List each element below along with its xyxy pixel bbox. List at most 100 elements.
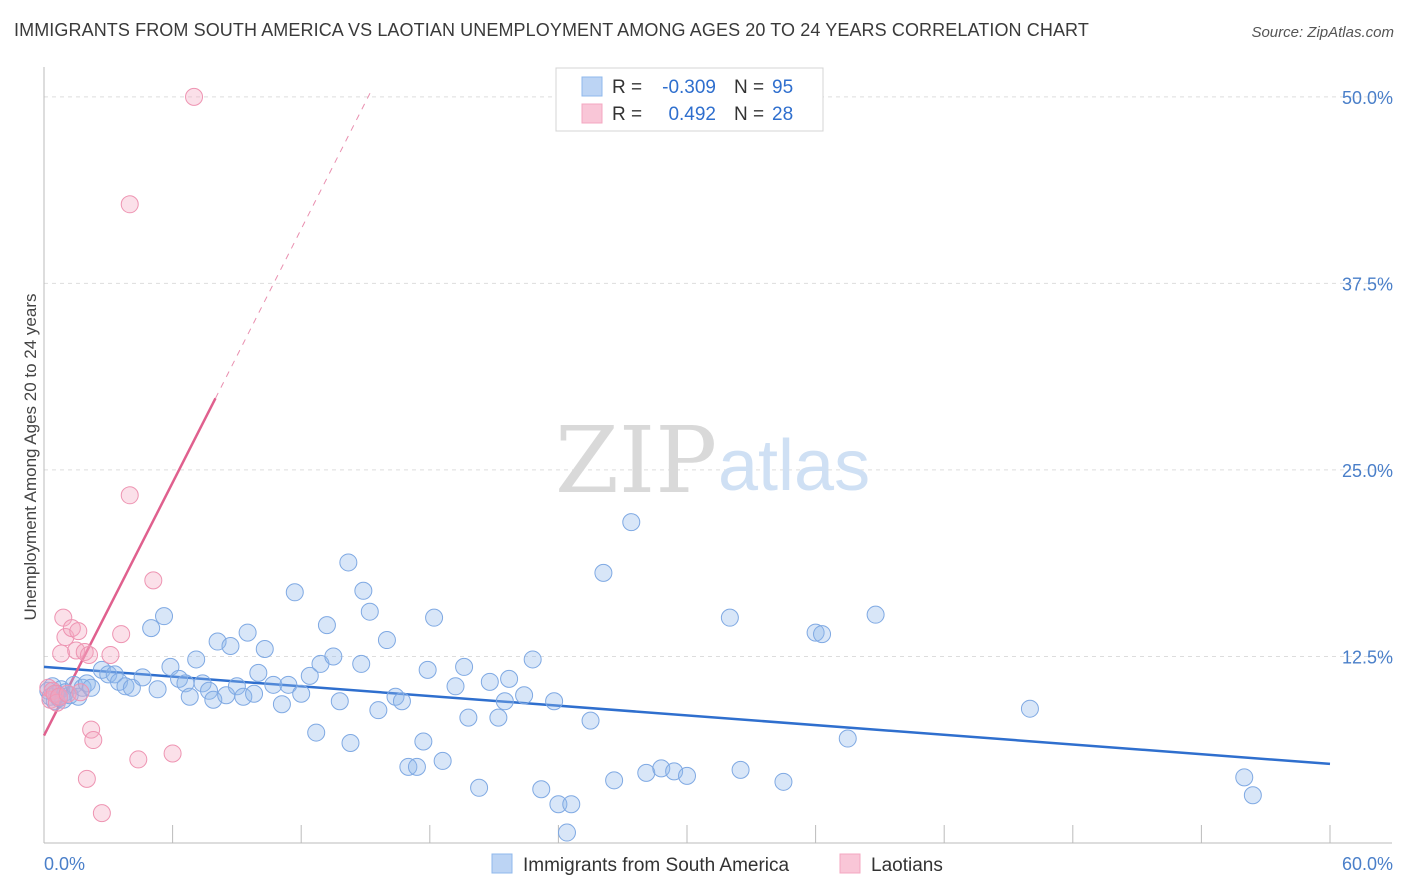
- trend-lines: [42, 89, 1331, 766]
- point-immigrants-79: [545, 692, 564, 711]
- series-legend-swatch-blue: [491, 853, 513, 874]
- point-immigrants-47: [300, 666, 319, 685]
- point-immigrants-45: [285, 583, 304, 602]
- trend-line-laotians-extension: [215, 89, 373, 399]
- series-legend: Immigrants from South America Laotians: [491, 853, 943, 876]
- legend-swatch-blue: [581, 76, 603, 97]
- point-immigrants-40: [249, 663, 268, 682]
- point-immigrants-69: [455, 657, 474, 676]
- point-immigrants-52: [330, 692, 349, 711]
- legend-n-value-2: 28: [772, 104, 793, 125]
- point-immigrants-59: [377, 631, 396, 650]
- point-immigrants-61: [392, 692, 411, 711]
- point-laotians-20: [101, 645, 120, 664]
- trend-line-immigrants: [43, 665, 1331, 766]
- point-laotians-6: [52, 644, 71, 663]
- point-immigrants-53: [339, 553, 358, 572]
- point-laotians-23: [120, 486, 139, 505]
- point-immigrants-35: [221, 637, 240, 656]
- legend-swatch-pink: [581, 103, 603, 124]
- legend-n-label-1: N =: [734, 77, 764, 98]
- point-immigrants-36: [227, 677, 246, 696]
- watermark-atlas: atlas: [718, 426, 870, 506]
- point-immigrants-37: [234, 687, 253, 706]
- point-immigrants-84: [594, 563, 613, 582]
- point-immigrants-87: [637, 763, 656, 782]
- y-axis-label: Unemployment Among Ages 20 to 24 years: [21, 294, 40, 621]
- point-immigrants-91: [720, 608, 739, 627]
- point-immigrants-75: [500, 669, 519, 688]
- point-immigrants-44: [279, 675, 298, 694]
- point-immigrants-100: [1243, 786, 1262, 805]
- point-immigrants-58: [369, 701, 388, 720]
- point-immigrants-21: [133, 668, 152, 687]
- point-immigrants-90: [678, 766, 696, 785]
- source-credit: Source: ZipAtlas.com: [1251, 24, 1394, 41]
- point-immigrants-38: [238, 623, 257, 642]
- point-immigrants-66: [425, 608, 444, 627]
- point-immigrants-22: [142, 619, 161, 638]
- point-immigrants-68: [446, 677, 465, 696]
- point-immigrants-43: [272, 695, 291, 714]
- y-tick-label-0: 12.5%: [1342, 647, 1393, 667]
- point-immigrants-73: [489, 708, 508, 727]
- point-immigrants-41: [255, 640, 274, 658]
- point-immigrants-67: [433, 751, 452, 770]
- point-laotians-27: [185, 87, 204, 106]
- x-tick-label-0: 0.0%: [44, 854, 85, 874]
- point-immigrants-30: [193, 674, 212, 693]
- point-immigrants-51: [324, 647, 343, 666]
- point-immigrants-31: [200, 681, 219, 700]
- series-legend-swatch-pink: [839, 853, 861, 874]
- point-immigrants-28: [180, 687, 199, 706]
- watermark-zip: ZIP: [555, 407, 717, 514]
- point-laotians-9: [58, 684, 77, 703]
- point-laotians-19: [92, 804, 111, 823]
- point-immigrants-65: [418, 660, 437, 679]
- x-tick-labels: 0.0% 60.0%: [44, 854, 1393, 874]
- series-legend-label-blue: Immigrants from South America: [523, 855, 790, 876]
- point-immigrants-77: [523, 650, 542, 669]
- point-immigrants-64: [414, 732, 433, 751]
- point-immigrants-81: [557, 823, 576, 842]
- point-immigrants-99: [1235, 768, 1254, 787]
- legend-n-value-1: 95: [772, 77, 793, 98]
- trend-line-laotians: [42, 397, 217, 737]
- watermark: ZIP atlas: [555, 407, 870, 514]
- data-points: [39, 87, 1262, 842]
- point-immigrants-97: [866, 605, 885, 624]
- point-immigrants-23: [148, 680, 167, 699]
- legend-r-label-1: R =: [612, 77, 642, 98]
- legend-r-value-1: -0.309: [662, 77, 716, 98]
- legend-r-label-2: R =: [612, 104, 642, 125]
- series-legend-label-pink: Laotians: [871, 855, 943, 876]
- point-immigrants-19: [116, 677, 135, 696]
- point-immigrants-71: [470, 778, 489, 797]
- point-immigrants-56: [354, 581, 373, 600]
- point-immigrants-29: [187, 650, 206, 669]
- grid-lines: [44, 96, 1392, 657]
- point-immigrants-74: [495, 692, 514, 711]
- point-laotians-24: [129, 750, 148, 769]
- correlation-legend: R = -0.309 N = 95 R = 0.492 N = 28: [555, 67, 824, 132]
- point-laotians-15: [80, 645, 99, 664]
- point-laotians-12: [69, 622, 88, 641]
- point-immigrants-39: [245, 684, 264, 703]
- point-immigrants-70: [459, 708, 478, 727]
- point-immigrants-16: [99, 665, 118, 684]
- point-immigrants-48: [307, 723, 326, 742]
- point-laotians-18: [77, 769, 96, 788]
- point-immigrants-86: [622, 513, 641, 532]
- point-immigrants-93: [774, 772, 793, 791]
- point-immigrants-80: [549, 795, 568, 814]
- point-laotians-22: [120, 195, 139, 214]
- point-immigrants-46: [292, 684, 311, 703]
- point-laotians-17: [84, 731, 103, 750]
- point-laotians-26: [163, 744, 182, 763]
- point-immigrants-78: [532, 780, 551, 799]
- point-immigrants-14: [82, 678, 101, 697]
- point-laotians-13: [71, 683, 90, 702]
- point-immigrants-95: [813, 625, 832, 644]
- point-immigrants-96: [838, 729, 857, 748]
- point-immigrants-72: [480, 672, 499, 691]
